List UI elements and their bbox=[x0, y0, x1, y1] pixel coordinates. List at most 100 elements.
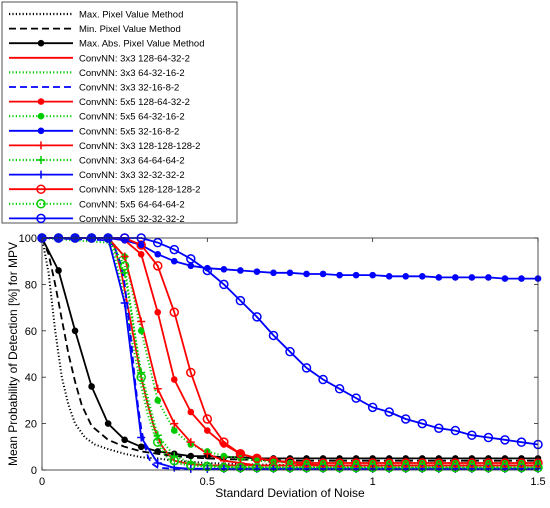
series-14-point-7 bbox=[136, 372, 146, 382]
series-15-point-23 bbox=[400, 414, 411, 424]
series-14-point-27 bbox=[467, 462, 477, 473]
y-axis-label: Mean Probability of Detection [%] for MP… bbox=[6, 242, 20, 466]
legend-marker-12 bbox=[37, 170, 45, 179]
series-15-point-28 bbox=[483, 432, 494, 443]
series-12-point-6 bbox=[120, 298, 129, 307]
x-tick-label-3: 1 bbox=[370, 476, 376, 488]
series-13-point-12 bbox=[219, 437, 229, 447]
series-13-point-9 bbox=[169, 307, 180, 317]
legend-label-3: Max. Abs. Pixel Value Method bbox=[79, 39, 205, 50]
series-13-point-20 bbox=[351, 458, 361, 468]
series-10-point-6 bbox=[120, 252, 129, 261]
legend-label-8: ConvNN: 5x5 64-32-16-2 bbox=[79, 112, 185, 123]
series-15-point-12 bbox=[219, 279, 229, 290]
legend-label-2: Min. Pixel Value Method bbox=[79, 24, 181, 35]
series-9-point-30 bbox=[518, 275, 525, 282]
series-15-point-26 bbox=[450, 425, 461, 436]
series-9-point-10 bbox=[187, 262, 195, 270]
series-10-point-11 bbox=[203, 449, 212, 458]
series-13-point-11 bbox=[202, 414, 213, 424]
series-13-point-28 bbox=[483, 458, 494, 468]
y-tick-label-1: 0 bbox=[31, 465, 37, 477]
series-13-point-30 bbox=[516, 458, 527, 468]
x-tick-label-1: 0 bbox=[39, 476, 45, 488]
series-line-2 bbox=[41, 237, 538, 462]
series-9-point-21 bbox=[369, 271, 376, 279]
series-9-point-22 bbox=[385, 272, 393, 280]
legend-label-10: ConvNN: 3x3 128-128-128-2 bbox=[79, 141, 200, 152]
series-14-point-20 bbox=[351, 462, 361, 473]
series-13-point-24 bbox=[417, 458, 428, 468]
series-7-point-13 bbox=[237, 450, 244, 458]
plot-frame bbox=[41, 237, 539, 471]
series-14-point-14 bbox=[252, 462, 262, 473]
series-3-point-3 bbox=[71, 327, 79, 335]
x-axis-label: Standard Deviation of Noise bbox=[215, 486, 365, 500]
series-line-5 bbox=[41, 237, 538, 468]
series-14-point-16 bbox=[285, 462, 295, 473]
series-14-point-13 bbox=[235, 462, 246, 473]
legend-marker-3 bbox=[37, 39, 45, 47]
series-13-point-15 bbox=[268, 455, 279, 466]
legend-marker-14 bbox=[36, 199, 46, 209]
series-7-point-8 bbox=[154, 308, 162, 316]
series-13-point-23 bbox=[400, 458, 411, 468]
legend-marker-9 bbox=[37, 127, 45, 135]
axis-ticks: 0 0.5 1 1.5 0 20 40 60 80 100 bbox=[19, 233, 546, 488]
series-14-point-10 bbox=[186, 460, 196, 471]
series-15-point-22 bbox=[384, 407, 394, 417]
series-9-point-8 bbox=[154, 250, 162, 258]
legend-marker-11 bbox=[37, 156, 45, 164]
series-14-point-9 bbox=[169, 455, 180, 466]
series-13-point-22 bbox=[384, 458, 394, 468]
series-8-point-12 bbox=[220, 452, 228, 460]
series-3-point-8 bbox=[154, 448, 162, 455]
series-14-point-8 bbox=[152, 437, 163, 447]
legend-box bbox=[1, 1, 238, 224]
series-3-point-4 bbox=[88, 383, 95, 390]
series-13-point-7 bbox=[136, 240, 146, 250]
series-15-point-13 bbox=[235, 295, 246, 306]
series-9-point-12 bbox=[220, 266, 228, 273]
series-15-point-21 bbox=[367, 402, 378, 413]
series-15-point-29 bbox=[500, 435, 510, 445]
series-3-point-10 bbox=[187, 452, 195, 460]
series-13-point-16 bbox=[285, 457, 295, 467]
series-3-point-6 bbox=[121, 436, 128, 444]
y-tick-label-2: 20 bbox=[25, 419, 37, 431]
series-15-point-16 bbox=[285, 346, 295, 357]
y-tick-label-5: 80 bbox=[25, 279, 37, 291]
legend-label-9: ConvNN: 5x5 32-16-8-2 bbox=[79, 126, 179, 137]
series-9-point-26 bbox=[452, 274, 459, 281]
series-9-point-9 bbox=[170, 257, 178, 265]
legend-marker-7 bbox=[37, 98, 45, 105]
series-14-point-24 bbox=[417, 462, 428, 473]
legend-label-7: ConvNN: 5x5 128-64-32-2 bbox=[79, 97, 190, 108]
series-9-point-13 bbox=[237, 267, 244, 274]
series-9-point-18 bbox=[319, 270, 327, 278]
legend-label-11: ConvNN: 3x3 64-64-64-2 bbox=[79, 156, 185, 167]
series-13-point-26 bbox=[450, 458, 461, 468]
series-13-point-17 bbox=[301, 458, 312, 468]
series-9-point-23 bbox=[402, 272, 410, 280]
legend-label-5: ConvNN: 3x3 64-32-16-2 bbox=[79, 68, 185, 79]
series-14-point-23 bbox=[400, 462, 411, 473]
series-13-point-27 bbox=[467, 458, 477, 468]
series-13-point-18 bbox=[318, 458, 328, 468]
series-12-point-8 bbox=[153, 459, 162, 468]
series-14-point-6 bbox=[119, 261, 130, 271]
legend-label-13: ConvNN: 5x5 128-128-128-2 bbox=[79, 185, 200, 196]
series-8-point-8 bbox=[154, 397, 162, 404]
series-9-point-15 bbox=[270, 269, 277, 277]
legend-label-6: ConvNN: 3x3 32-16-8-2 bbox=[79, 83, 179, 94]
y-tick-label-4: 60 bbox=[25, 326, 37, 338]
series-13-point-19 bbox=[334, 458, 345, 468]
series-14-point-30 bbox=[516, 462, 527, 473]
series-13-point-8 bbox=[152, 261, 163, 271]
series-15-point-20 bbox=[351, 393, 361, 403]
x-tick-label-2: 0.5 bbox=[200, 476, 215, 488]
series-10-point-7 bbox=[137, 317, 146, 326]
series-14-point-12 bbox=[219, 462, 229, 473]
plot-markers bbox=[37, 233, 543, 473]
